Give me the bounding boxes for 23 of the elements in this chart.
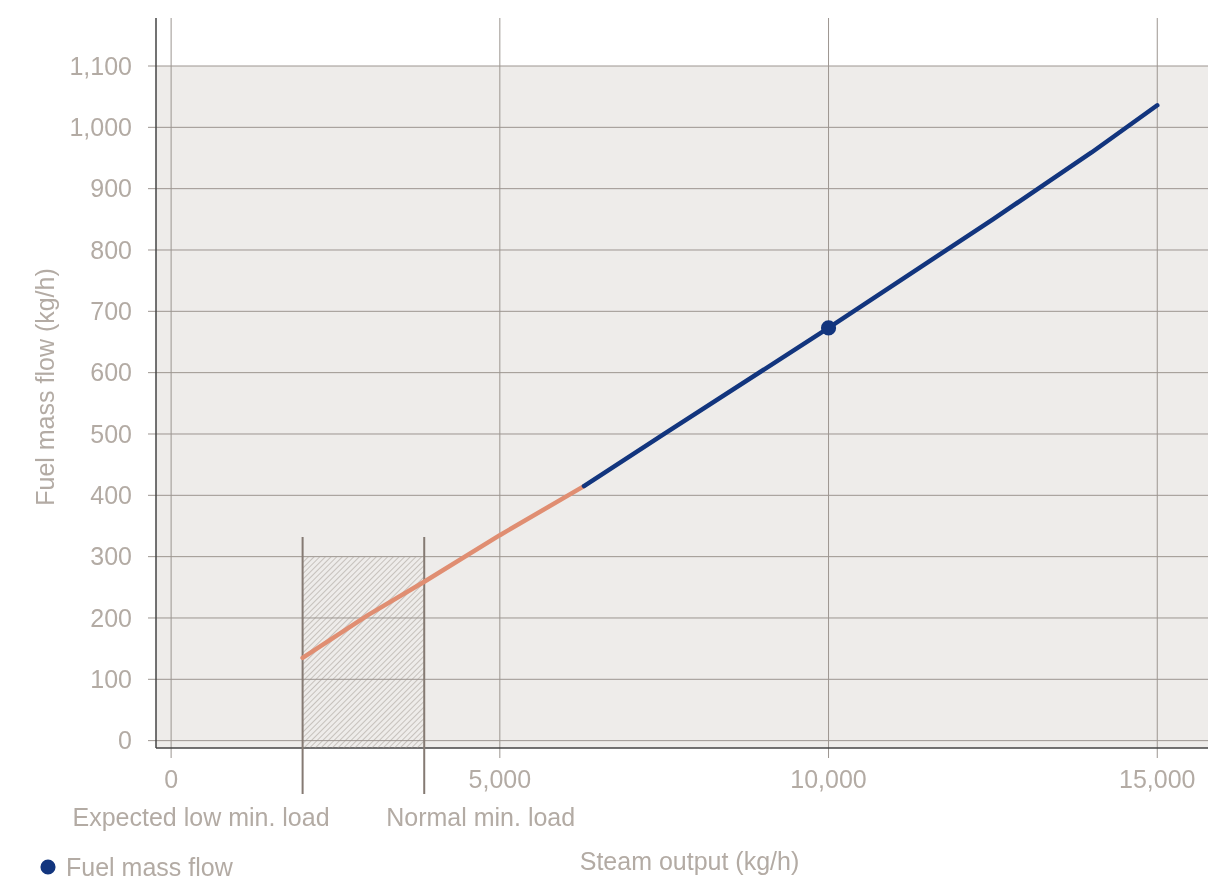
x-axis-title: Steam output (kg/h) xyxy=(579,847,800,875)
y-tick-label: 100 xyxy=(90,665,132,694)
y-tick-label: 700 xyxy=(90,297,132,326)
ref-line-label: Expected low min. load xyxy=(72,803,330,831)
x-tick-label: 5,000 xyxy=(468,765,532,793)
ref-line-label: Normal min. load xyxy=(386,803,576,831)
y-tick-label: 1,000 xyxy=(69,113,132,142)
y-tick-label: 600 xyxy=(90,358,132,387)
line-series xyxy=(581,103,1160,489)
y-tick-label: 200 xyxy=(90,603,132,632)
y-tick-label: 0 xyxy=(118,726,132,755)
x-tick-label: 0 xyxy=(164,765,179,793)
line-series xyxy=(300,483,587,661)
x-tick-label: 10,000 xyxy=(790,765,867,793)
y-tick-label: 900 xyxy=(90,174,132,203)
y-axis-title: Fuel mass flow (kg/h) xyxy=(31,268,59,506)
x-tick-label: 15,000 xyxy=(1119,765,1196,793)
y-tick-label: 300 xyxy=(90,542,132,571)
y-tick-label: 500 xyxy=(90,419,132,448)
y-tick-label: 800 xyxy=(90,235,132,264)
y-tick-label: 1,100 xyxy=(69,51,132,80)
y-tick-label: 400 xyxy=(90,481,132,510)
legend-label: Fuel mass flow xyxy=(66,853,234,881)
